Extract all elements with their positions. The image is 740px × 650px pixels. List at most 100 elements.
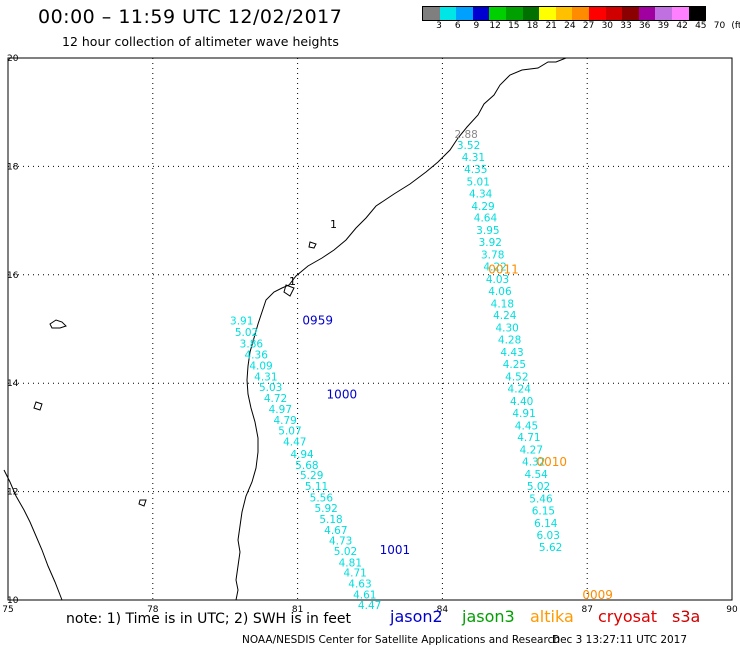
color-scale-label: 12 (489, 21, 501, 31)
swh-value: 4.31 (254, 371, 277, 383)
swh-value: 4.54 (524, 469, 548, 481)
color-swatch (456, 7, 473, 20)
swh-value: 4.40 (510, 396, 533, 408)
swh-value: 6.14 (534, 518, 558, 530)
swh-value: 5.02 (527, 481, 550, 493)
swh-value: 5.07 (278, 426, 301, 438)
color-swatch (605, 7, 623, 20)
map-grid: 75 78 81 84 87 90 20 18 16 14 12 10 (2, 54, 738, 615)
swh-value: 5.03 (259, 382, 282, 394)
page-title: 00:00 – 11:59 UTC 12/02/2017 (38, 6, 343, 28)
color-swatch (439, 7, 457, 20)
x-tick-label: 84 (437, 605, 449, 615)
swh-value: 4.61 (353, 589, 376, 601)
swh-value: 5.46 (529, 493, 553, 505)
india-east-coastline (235, 57, 567, 601)
color-swatch (638, 7, 656, 20)
color-scale-label: 30 (601, 21, 614, 31)
pass-time-label: 0959 (302, 314, 333, 328)
color-swatch (688, 7, 706, 20)
pass-time-label: 0009 (582, 588, 613, 602)
color-swatch (489, 7, 506, 20)
swh-value: 3.78 (481, 250, 504, 262)
color-scale-label: 6 (454, 21, 461, 31)
color-swatch (671, 7, 689, 20)
swh-value: 4.64 (474, 213, 498, 225)
color-swatch (539, 7, 556, 20)
altimeter-tracks: 3.915.023.864.364.094.315.034.724.974.79… (230, 129, 613, 612)
island-outline (33, 401, 43, 411)
swh-value: 4.18 (491, 298, 514, 310)
swh-value: 2.88 (454, 129, 477, 141)
swh-value: 5.11 (305, 481, 328, 493)
color-swatch (555, 7, 573, 20)
swh-value: 6.15 (532, 505, 555, 517)
y-tick-label: 18 (7, 162, 19, 172)
pass-time-label: 0010 (537, 455, 568, 469)
color-swatch (505, 7, 523, 20)
swh-value: 4.06 (488, 286, 512, 298)
color-swatch (655, 7, 672, 20)
coastline (3, 57, 567, 601)
legend-jason3: jason3 (462, 607, 515, 626)
y-tick-label: 20 (7, 54, 19, 64)
swh-value: 4.31 (462, 152, 485, 164)
island-outline (308, 241, 317, 249)
swh-value: 5.02 (235, 327, 258, 339)
swh-value: 4.47 (283, 437, 306, 449)
legend-cryosat: cryosat (598, 607, 658, 626)
swh-value: 4.24 (508, 383, 532, 395)
footer-timestamp: Dec 3 13:27:11 UTC 2017 (552, 634, 688, 646)
color-scale-label: 39 (657, 21, 670, 31)
swh-value: 4.91 (512, 408, 535, 420)
color-scale-label: 21 (545, 21, 557, 31)
swh-value: 4.35 (464, 164, 487, 176)
place-marker: 1 (330, 218, 337, 231)
swh-value: 3.95 (476, 225, 499, 237)
swh-value: 4.36 (245, 349, 269, 361)
swh-value: 5.56 (310, 492, 334, 504)
color-swatch (472, 7, 490, 20)
swh-value: 4.63 (348, 579, 371, 591)
swh-value: 5.68 (295, 460, 318, 472)
swh-value: 3.92 (479, 237, 502, 249)
legend-s3a: s3a (672, 607, 701, 626)
swh-value: 3.91 (230, 316, 253, 328)
color-scale-label: 36 (638, 21, 651, 31)
color-swatch (588, 7, 606, 20)
swh-value: 4.67 (324, 525, 347, 537)
color-scale-bar (422, 6, 707, 21)
swh-value: 4.79 (273, 415, 296, 427)
swh-value: 4.24 (493, 310, 517, 322)
swh-value: 4.72 (264, 393, 287, 405)
island-outline (283, 284, 295, 297)
map-frame (7, 57, 733, 601)
page-subtitle: 12 hour collection of altimeter wave hei… (62, 34, 339, 49)
legend-altika: altika (530, 607, 574, 626)
color-swatch (622, 7, 639, 20)
swh-value: 4.03 (486, 274, 509, 286)
swh-value: 4.47 (358, 600, 381, 612)
swh-value: 4.97 (269, 404, 292, 416)
y-tick-label: 16 (7, 271, 19, 281)
swh-value: 4.25 (503, 359, 526, 371)
color-scale-label: 9 (473, 21, 480, 31)
swh-value: 3.86 (240, 338, 264, 350)
color-swatch (522, 7, 540, 20)
swh-value: 4.34 (469, 188, 493, 200)
color-scale-label: 33 (620, 21, 632, 31)
swh-value: 4.27 (520, 445, 543, 457)
x-tick-label: 81 (292, 605, 303, 615)
swh-value: 4.22 (483, 261, 506, 273)
swh-value: 5.92 (314, 503, 337, 515)
swh-value: 4.71 (517, 432, 540, 444)
color-scale-label: 42 (676, 21, 688, 31)
color-scale-label: 24 (564, 21, 576, 31)
x-tick-label: 87 (581, 605, 592, 615)
swh-value: 4.29 (471, 201, 494, 213)
swh-value: 6.03 (537, 530, 560, 542)
island-outline (138, 499, 147, 507)
swh-value: 4.71 (343, 568, 366, 580)
